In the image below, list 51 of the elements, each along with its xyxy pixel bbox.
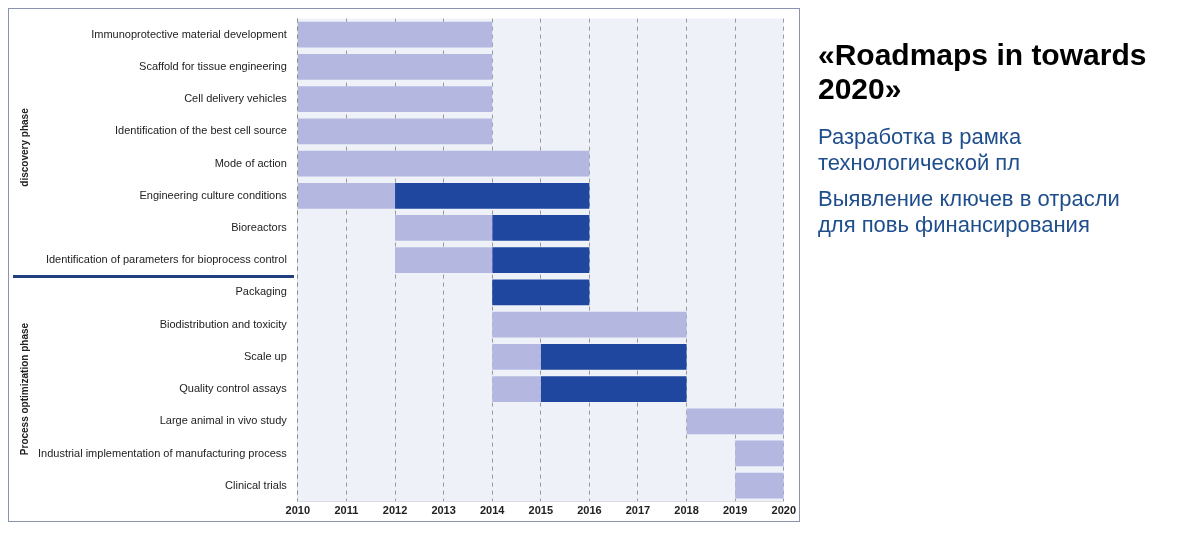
bar <box>395 247 493 274</box>
y-tick-label: Industrial implementation of manufacturing process <box>37 446 288 459</box>
bar <box>686 408 784 435</box>
y-tick-label: Scaffold for tissue engineering <box>139 59 287 72</box>
y-tick-label: Mode of action <box>214 156 287 169</box>
bar <box>297 150 590 177</box>
bar <box>492 311 687 338</box>
bar <box>395 215 493 241</box>
x-tick-label: 2016 <box>577 504 602 517</box>
y-tick-label: Cell delivery vehicles <box>184 92 288 105</box>
bar <box>735 440 784 467</box>
x-tick-label: 2014 <box>479 504 506 517</box>
bar <box>297 21 493 48</box>
bar <box>540 376 687 402</box>
bar <box>297 54 493 80</box>
bar <box>492 343 541 370</box>
x-tick-label: 2010 <box>285 504 311 517</box>
text: Process optimization phase <box>18 322 30 456</box>
bar <box>492 376 541 402</box>
x-tick-label: 2018 <box>674 504 699 517</box>
y-tick-label: Scale up <box>244 349 287 362</box>
y-tick-label: Identification of the best cell source <box>115 124 287 137</box>
bar <box>297 182 396 209</box>
x-tick-label: 2015 <box>528 504 554 517</box>
y-tick-label: Biodistribution and toxicity <box>159 317 288 330</box>
y-tick-label: Packaging <box>235 285 287 298</box>
y-tick-label: Clinical trials <box>225 478 288 491</box>
x-tick-label: 2017 <box>625 504 651 517</box>
y-tick-label: Immunoprotective material development <box>91 27 287 40</box>
bar <box>297 118 493 145</box>
y-tick-label: Large animal in vivo study <box>159 414 288 427</box>
x-tick-label: 2013 <box>431 504 456 517</box>
bar <box>492 279 590 306</box>
x-tick-label: 2020 <box>771 504 797 517</box>
x-tick-label: 2012 <box>382 504 408 517</box>
y-tick-label: Bioreactors <box>231 221 288 234</box>
bar <box>492 215 590 241</box>
text: Разработка в рамка технологической пл <box>818 124 1023 176</box>
x-tick-label: 2011 <box>334 504 359 517</box>
bar <box>395 182 590 209</box>
bar <box>492 247 590 274</box>
bar <box>540 343 687 370</box>
bar <box>297 86 493 113</box>
y-tick-label: Engineering culture conditions <box>139 188 288 201</box>
x-tick-label: 2019 <box>722 504 748 517</box>
text: «Roadmaps in towards 2020» <box>818 38 1148 106</box>
y-tick-label: Quality control assays <box>179 382 288 395</box>
bar <box>735 472 784 499</box>
text: Выявление ключев в отрасли для повь финансирования <box>818 186 1121 238</box>
text: discovery phase <box>18 107 30 187</box>
y-tick-label: Identification of parameters for bioprocess control <box>45 253 287 266</box>
